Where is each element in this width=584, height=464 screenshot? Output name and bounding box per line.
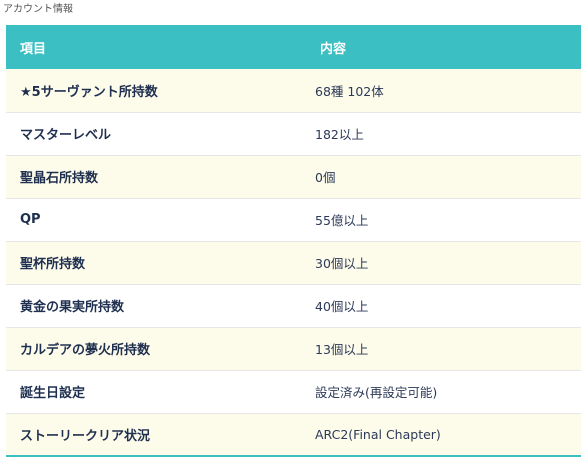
row-label: ストーリークリア状況 [6, 413, 304, 457]
row-value: ARC2(Final Chapter) [304, 413, 581, 457]
row-label: 聖杯所持数 [6, 241, 304, 285]
row-value: 0個 [304, 155, 581, 199]
row-value: 55億以上 [304, 198, 581, 242]
table-row: ★5サーヴァント所持数 68種 102体 [6, 69, 581, 113]
row-value: 182以上 [304, 112, 581, 156]
header-row: 項目 内容 [6, 25, 581, 69]
table-row: 黄金の果実所持数 40個以上 [6, 284, 581, 328]
column-header-content: 内容 [304, 25, 581, 69]
column-header-item: 項目 [6, 25, 304, 69]
section-title: アカウント情報 [3, 4, 73, 15]
row-label: 聖晶石所持数 [6, 155, 304, 199]
row-label: カルデアの夢火所持数 [6, 327, 304, 371]
row-value: 設定済み(再設定可能) [304, 370, 581, 414]
table-row: ストーリークリア状況 ARC2(Final Chapter) [6, 413, 581, 457]
table-body: ★5サーヴァント所持数 68種 102体 マスターレベル 182以上 聖晶石所持… [6, 69, 581, 457]
row-label: QP [6, 198, 304, 242]
table-header: 項目 内容 [6, 25, 581, 69]
row-label: マスターレベル [6, 112, 304, 156]
row-value: 40個以上 [304, 284, 581, 328]
row-value: 68種 102体 [304, 69, 581, 113]
table-row: カルデアの夢火所持数 13個以上 [6, 327, 581, 371]
row-value: 13個以上 [304, 327, 581, 371]
table-row: 聖杯所持数 30個以上 [6, 241, 581, 285]
row-label: 黄金の果実所持数 [6, 284, 304, 328]
table-row: QP 55億以上 [6, 198, 581, 242]
row-value: 30個以上 [304, 241, 581, 285]
table-row: マスターレベル 182以上 [6, 112, 581, 156]
row-label: ★5サーヴァント所持数 [6, 69, 304, 113]
table-row: 誕生日設定 設定済み(再設定可能) [6, 370, 581, 414]
table-row: 聖晶石所持数 0個 [6, 155, 581, 199]
account-info-table: 項目 内容 ★5サーヴァント所持数 68種 102体 マスターレベル 182以上… [6, 25, 581, 457]
row-label: 誕生日設定 [6, 370, 304, 414]
